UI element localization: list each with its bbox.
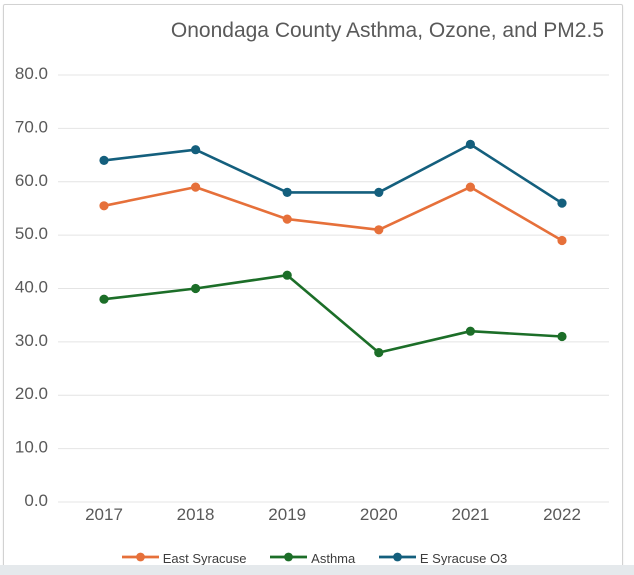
svg-text:2017: 2017 — [85, 505, 123, 524]
svg-text:2022: 2022 — [543, 505, 581, 524]
svg-text:10.0: 10.0 — [15, 438, 48, 457]
svg-text:20.0: 20.0 — [15, 384, 48, 403]
svg-text:2021: 2021 — [451, 505, 489, 524]
svg-text:60.0: 60.0 — [15, 171, 48, 190]
svg-text:80.0: 80.0 — [15, 64, 48, 83]
svg-text:2019: 2019 — [268, 505, 306, 524]
svg-text:50.0: 50.0 — [15, 224, 48, 243]
svg-text:2018: 2018 — [177, 505, 215, 524]
svg-text:2020: 2020 — [360, 505, 398, 524]
svg-text:0.0: 0.0 — [24, 491, 48, 510]
svg-text:40.0: 40.0 — [15, 278, 48, 297]
svg-text:70.0: 70.0 — [15, 117, 48, 136]
svg-text:30.0: 30.0 — [15, 331, 48, 350]
